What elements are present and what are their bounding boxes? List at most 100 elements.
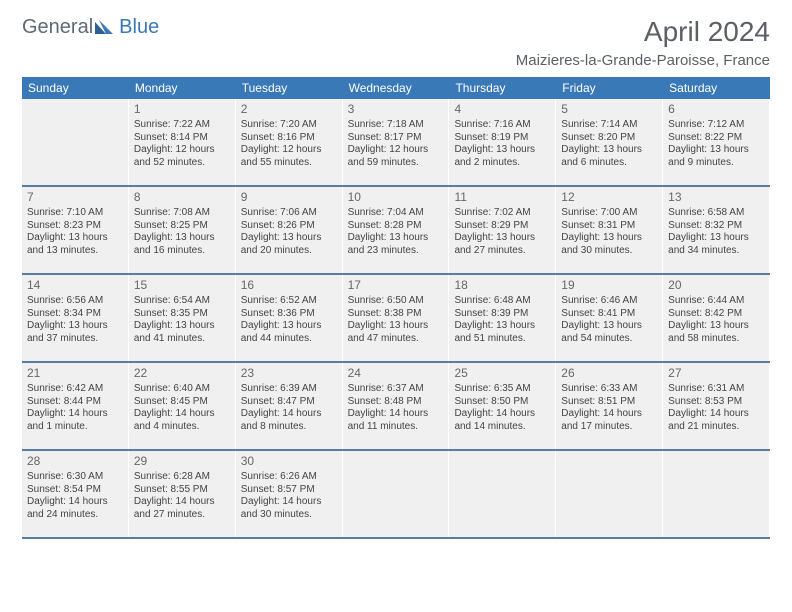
day-number: 13 bbox=[668, 190, 764, 205]
day-sunset: Sunset: 8:53 PM bbox=[668, 396, 764, 409]
day-cell: 18Sunrise: 6:48 AMSunset: 8:39 PMDayligh… bbox=[449, 275, 556, 361]
day-day2: and 47 minutes. bbox=[348, 333, 444, 346]
day-number: 8 bbox=[134, 190, 230, 205]
day-day1: Daylight: 13 hours bbox=[241, 232, 337, 245]
day-number: 24 bbox=[348, 366, 444, 381]
day-sunrise: Sunrise: 7:08 AM bbox=[134, 207, 230, 220]
day-day2: and 30 minutes. bbox=[241, 509, 337, 522]
day-sunrise: Sunrise: 6:58 AM bbox=[668, 207, 764, 220]
day-day1: Daylight: 12 hours bbox=[134, 144, 230, 157]
day-day1: Daylight: 13 hours bbox=[668, 232, 764, 245]
day-sunset: Sunset: 8:25 PM bbox=[134, 220, 230, 233]
day-sunrise: Sunrise: 6:30 AM bbox=[27, 471, 123, 484]
day-sunrise: Sunrise: 6:52 AM bbox=[241, 295, 337, 308]
day-day2: and 51 minutes. bbox=[454, 333, 550, 346]
day-day1: Daylight: 14 hours bbox=[668, 408, 764, 421]
day-sunrise: Sunrise: 7:16 AM bbox=[454, 119, 550, 132]
day-day1: Daylight: 13 hours bbox=[668, 320, 764, 333]
day-cell-empty bbox=[663, 451, 770, 537]
day-day2: and 20 minutes. bbox=[241, 245, 337, 258]
day-sunset: Sunset: 8:39 PM bbox=[454, 308, 550, 321]
day-day2: and 52 minutes. bbox=[134, 157, 230, 170]
day-sunrise: Sunrise: 7:04 AM bbox=[348, 207, 444, 220]
day-number: 23 bbox=[241, 366, 337, 381]
day-day2: and 44 minutes. bbox=[241, 333, 337, 346]
day-cell: 3Sunrise: 7:18 AMSunset: 8:17 PMDaylight… bbox=[343, 99, 450, 185]
day-day1: Daylight: 14 hours bbox=[241, 496, 337, 509]
day-sunset: Sunset: 8:34 PM bbox=[27, 308, 123, 321]
dow-tuesday: Tuesday bbox=[236, 77, 343, 99]
day-number: 18 bbox=[454, 278, 550, 293]
day-cell: 27 Sunrise: 6:31 AMSunset: 8:53 PMDayligh… bbox=[663, 363, 770, 449]
day-number: 17 bbox=[348, 278, 444, 293]
day-sunset: Sunset: 8:57 PM bbox=[241, 484, 337, 497]
day-sunset: Sunset: 8:50 PM bbox=[454, 396, 550, 409]
day-sunrise: Sunrise: 6:56 AM bbox=[27, 295, 123, 308]
day-sunrise: Sunrise: 6:40 AM bbox=[134, 383, 230, 396]
day-cell: 23Sunrise: 6:39 AMSunset: 8:47 PMDayligh… bbox=[236, 363, 343, 449]
day-cell: 17Sunrise: 6:50 AMSunset: 8:38 PMDayligh… bbox=[343, 275, 450, 361]
day-cell: 21Sunrise: 6:42 AMSunset: 8:44 PMDayligh… bbox=[22, 363, 129, 449]
day-number: 19 bbox=[561, 278, 657, 293]
day-sunrise: Sunrise: 7:00 AM bbox=[561, 207, 657, 220]
day-cell: 6Sunrise: 7:12 AMSunset: 8:22 PMDaylight… bbox=[663, 99, 770, 185]
day-sunrise: Sunrise: 6:26 AM bbox=[241, 471, 337, 484]
day-sunrise: Sunrise: 7:02 AM bbox=[454, 207, 550, 220]
day-number: 29 bbox=[134, 454, 230, 469]
day-cell: 5Sunrise: 7:14 AMSunset: 8:20 PMDaylight… bbox=[556, 99, 663, 185]
day-cell: 20Sunrise: 6:44 AMSunset: 8:42 PMDayligh… bbox=[663, 275, 770, 361]
day-day1: Daylight: 13 hours bbox=[134, 232, 230, 245]
day-number: 3 bbox=[348, 102, 444, 117]
title-block: April 2024 Maizieres-la-Grande-Paroisse,… bbox=[516, 16, 770, 69]
day-sunrise: Sunrise: 6:42 AM bbox=[27, 383, 123, 396]
month-title: April 2024 bbox=[516, 16, 770, 48]
day-day1: Daylight: 14 hours bbox=[134, 496, 230, 509]
day-day2: and 58 minutes. bbox=[668, 333, 764, 346]
day-number: 27 bbox=[668, 366, 764, 381]
day-number: 12 bbox=[561, 190, 657, 205]
day-cell: 13 Sunrise: 6:58 AMSunset: 8:32 PMDayligh… bbox=[663, 187, 770, 273]
day-day1: Daylight: 13 hours bbox=[561, 320, 657, 333]
day-day2: and 2 minutes. bbox=[454, 157, 550, 170]
day-cell: 14Sunrise: 6:56 AMSunset: 8:34 PMDayligh… bbox=[22, 275, 129, 361]
day-day1: Daylight: 13 hours bbox=[668, 144, 764, 157]
day-day2: and 8 minutes. bbox=[241, 421, 337, 434]
day-sunset: Sunset: 8:32 PM bbox=[668, 220, 764, 233]
day-day2: and 24 minutes. bbox=[27, 509, 123, 522]
day-day2: and 30 minutes. bbox=[561, 245, 657, 258]
day-sunrise: Sunrise: 7:18 AM bbox=[348, 119, 444, 132]
dow-header-row: SundayMondayTuesdayWednesdayThursdayFrid… bbox=[22, 77, 770, 99]
day-sunrise: Sunrise: 6:35 AM bbox=[454, 383, 550, 396]
day-number: 22 bbox=[134, 366, 230, 381]
week-row: 7Sunrise: 7:10 AMSunset: 8:23 PMDaylight… bbox=[22, 187, 770, 275]
day-day1: Daylight: 14 hours bbox=[27, 408, 123, 421]
day-day1: Daylight: 13 hours bbox=[134, 320, 230, 333]
day-sunrise: Sunrise: 6:46 AM bbox=[561, 295, 657, 308]
day-cell: 25Sunrise: 6:35 AMSunset: 8:50 PMDayligh… bbox=[449, 363, 556, 449]
day-day1: Daylight: 12 hours bbox=[241, 144, 337, 157]
day-cell: 15Sunrise: 6:54 AMSunset: 8:35 PMDayligh… bbox=[129, 275, 236, 361]
calendar-grid: SundayMondayTuesdayWednesdayThursdayFrid… bbox=[22, 77, 770, 539]
day-sunset: Sunset: 8:17 PM bbox=[348, 132, 444, 145]
day-sunset: Sunset: 8:55 PM bbox=[134, 484, 230, 497]
day-number: 4 bbox=[454, 102, 550, 117]
day-day2: and 23 minutes. bbox=[348, 245, 444, 258]
day-cell: 16Sunrise: 6:52 AMSunset: 8:36 PMDayligh… bbox=[236, 275, 343, 361]
weeks-container: 1Sunrise: 7:22 AMSunset: 8:14 PMDaylight… bbox=[22, 99, 770, 539]
day-day1: Daylight: 13 hours bbox=[348, 320, 444, 333]
day-day2: and 14 minutes. bbox=[454, 421, 550, 434]
day-number: 10 bbox=[348, 190, 444, 205]
day-sunset: Sunset: 8:45 PM bbox=[134, 396, 230, 409]
day-sunrise: Sunrise: 6:28 AM bbox=[134, 471, 230, 484]
day-day1: Daylight: 14 hours bbox=[134, 408, 230, 421]
logo-text-blue: Blue bbox=[119, 16, 159, 39]
week-row: 28Sunrise: 6:30 AMSunset: 8:54 PMDayligh… bbox=[22, 451, 770, 539]
day-sunrise: Sunrise: 6:31 AM bbox=[668, 383, 764, 396]
day-number: 28 bbox=[27, 454, 123, 469]
day-day2: and 13 minutes. bbox=[27, 245, 123, 258]
day-day1: Daylight: 13 hours bbox=[454, 144, 550, 157]
day-number: 1 bbox=[134, 102, 230, 117]
day-sunrise: Sunrise: 6:48 AM bbox=[454, 295, 550, 308]
day-day2: and 6 minutes. bbox=[561, 157, 657, 170]
day-cell: 1Sunrise: 7:22 AMSunset: 8:14 PMDaylight… bbox=[129, 99, 236, 185]
